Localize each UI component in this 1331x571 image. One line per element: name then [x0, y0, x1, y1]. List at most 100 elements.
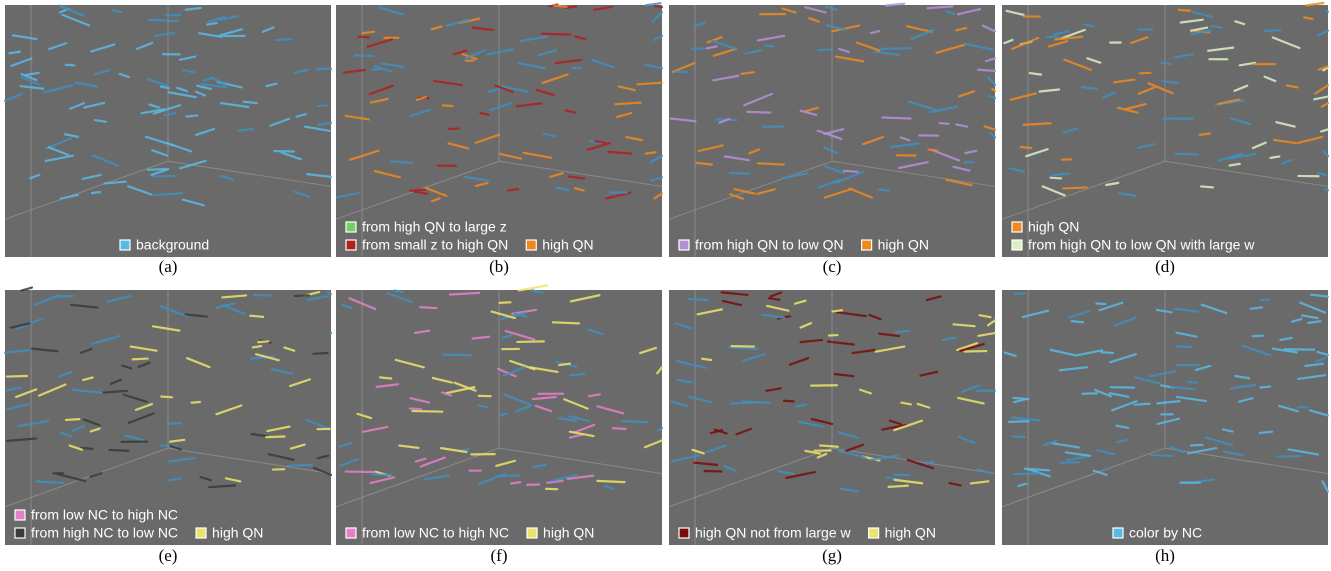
streak: [928, 150, 937, 151]
streak: [1060, 462, 1079, 463]
streak: [498, 475, 519, 476]
legend-swatch: [346, 222, 356, 232]
streak: [844, 171, 858, 172]
streak: [36, 481, 63, 483]
streak: [1014, 473, 1039, 474]
streak: [517, 341, 544, 342]
streak: [542, 34, 570, 35]
streak: [889, 486, 908, 487]
streak: [832, 310, 842, 311]
streak: [1260, 432, 1272, 433]
streak: [623, 421, 648, 422]
legend-label: color by NC: [1129, 525, 1202, 541]
streak: [978, 70, 995, 71]
legend-label: high QN: [542, 237, 593, 253]
streak: [1304, 17, 1312, 19]
streak: [879, 190, 889, 191]
streak: [207, 23, 217, 25]
legend-swatch: [679, 240, 689, 250]
streak: [820, 445, 838, 446]
streak: [66, 65, 75, 66]
legend-label: from low NC to high NC: [362, 525, 509, 541]
legend-label: from low NC to high NC: [31, 507, 178, 523]
streak: [149, 20, 178, 21]
streak: [391, 161, 412, 162]
streak: [597, 481, 624, 482]
streak: [295, 295, 309, 296]
legend-swatch: [679, 528, 689, 538]
panel-caption: (g): [822, 546, 842, 565]
page: background(a)from high QN to large zfrom…: [0, 0, 1331, 571]
streak: [508, 189, 518, 190]
panel-caption: (c): [823, 257, 842, 276]
streak: [688, 299, 707, 300]
streak: [1072, 321, 1084, 322]
streak: [276, 39, 292, 40]
streak: [1176, 346, 1191, 347]
streak: [553, 322, 579, 323]
legend-swatch: [526, 240, 536, 250]
streak: [1265, 30, 1281, 31]
streak: [765, 45, 773, 46]
streak: [1013, 436, 1025, 437]
figure: background(a)from high QN to large zfrom…: [0, 0, 1331, 571]
streak: [92, 192, 100, 193]
streak: [410, 190, 426, 191]
legend-swatch: [869, 528, 879, 538]
legend-label: high QN: [212, 525, 263, 541]
streak: [570, 374, 584, 375]
streak: [420, 307, 436, 308]
streak: [554, 6, 566, 7]
streak: [1271, 156, 1280, 157]
streak: [161, 396, 172, 397]
streak: [1326, 11, 1328, 12]
streak: [1047, 36, 1058, 37]
streak: [1135, 404, 1150, 405]
legend-swatch: [1012, 222, 1022, 232]
streak: [412, 411, 442, 412]
streak: [244, 102, 257, 103]
streak: [702, 359, 711, 360]
streak: [992, 89, 995, 91]
streak: [250, 316, 263, 317]
streak: [646, 152, 656, 153]
streak: [819, 49, 832, 50]
streak: [363, 32, 374, 34]
streak: [318, 105, 327, 106]
streak: [154, 176, 175, 177]
streak: [769, 298, 780, 300]
legend-swatch: [346, 528, 356, 538]
panel-caption: (d): [1155, 257, 1175, 276]
streak: [1102, 352, 1114, 353]
legend-swatch: [15, 510, 25, 520]
streak: [359, 37, 369, 38]
streak: [410, 408, 421, 409]
legend-swatch: [120, 240, 130, 250]
streak: [1015, 293, 1025, 294]
streak: [443, 105, 453, 106]
streak: [1251, 307, 1262, 308]
legend-label: from high QN to low QN with large w: [1028, 237, 1255, 253]
streak: [613, 428, 626, 429]
streak: [330, 333, 331, 334]
panel-caption: (a): [159, 257, 178, 276]
streak: [266, 436, 284, 437]
streak: [1200, 134, 1210, 135]
streak: [133, 359, 148, 360]
streak: [940, 123, 949, 124]
legend-label: from high NC to low NC: [31, 525, 178, 541]
panel-caption: (e): [159, 546, 178, 565]
streak: [443, 355, 471, 356]
streak: [1162, 81, 1178, 82]
streak: [66, 419, 79, 420]
streak: [1191, 445, 1202, 446]
streak: [1161, 63, 1170, 64]
streak: [1014, 398, 1029, 399]
streak: [192, 402, 200, 403]
streak: [1260, 387, 1270, 388]
streak: [54, 296, 72, 297]
streak: [1325, 189, 1328, 190]
streak: [500, 302, 511, 303]
legend-label: high QN: [543, 525, 594, 541]
legend-swatch: [1012, 240, 1022, 250]
